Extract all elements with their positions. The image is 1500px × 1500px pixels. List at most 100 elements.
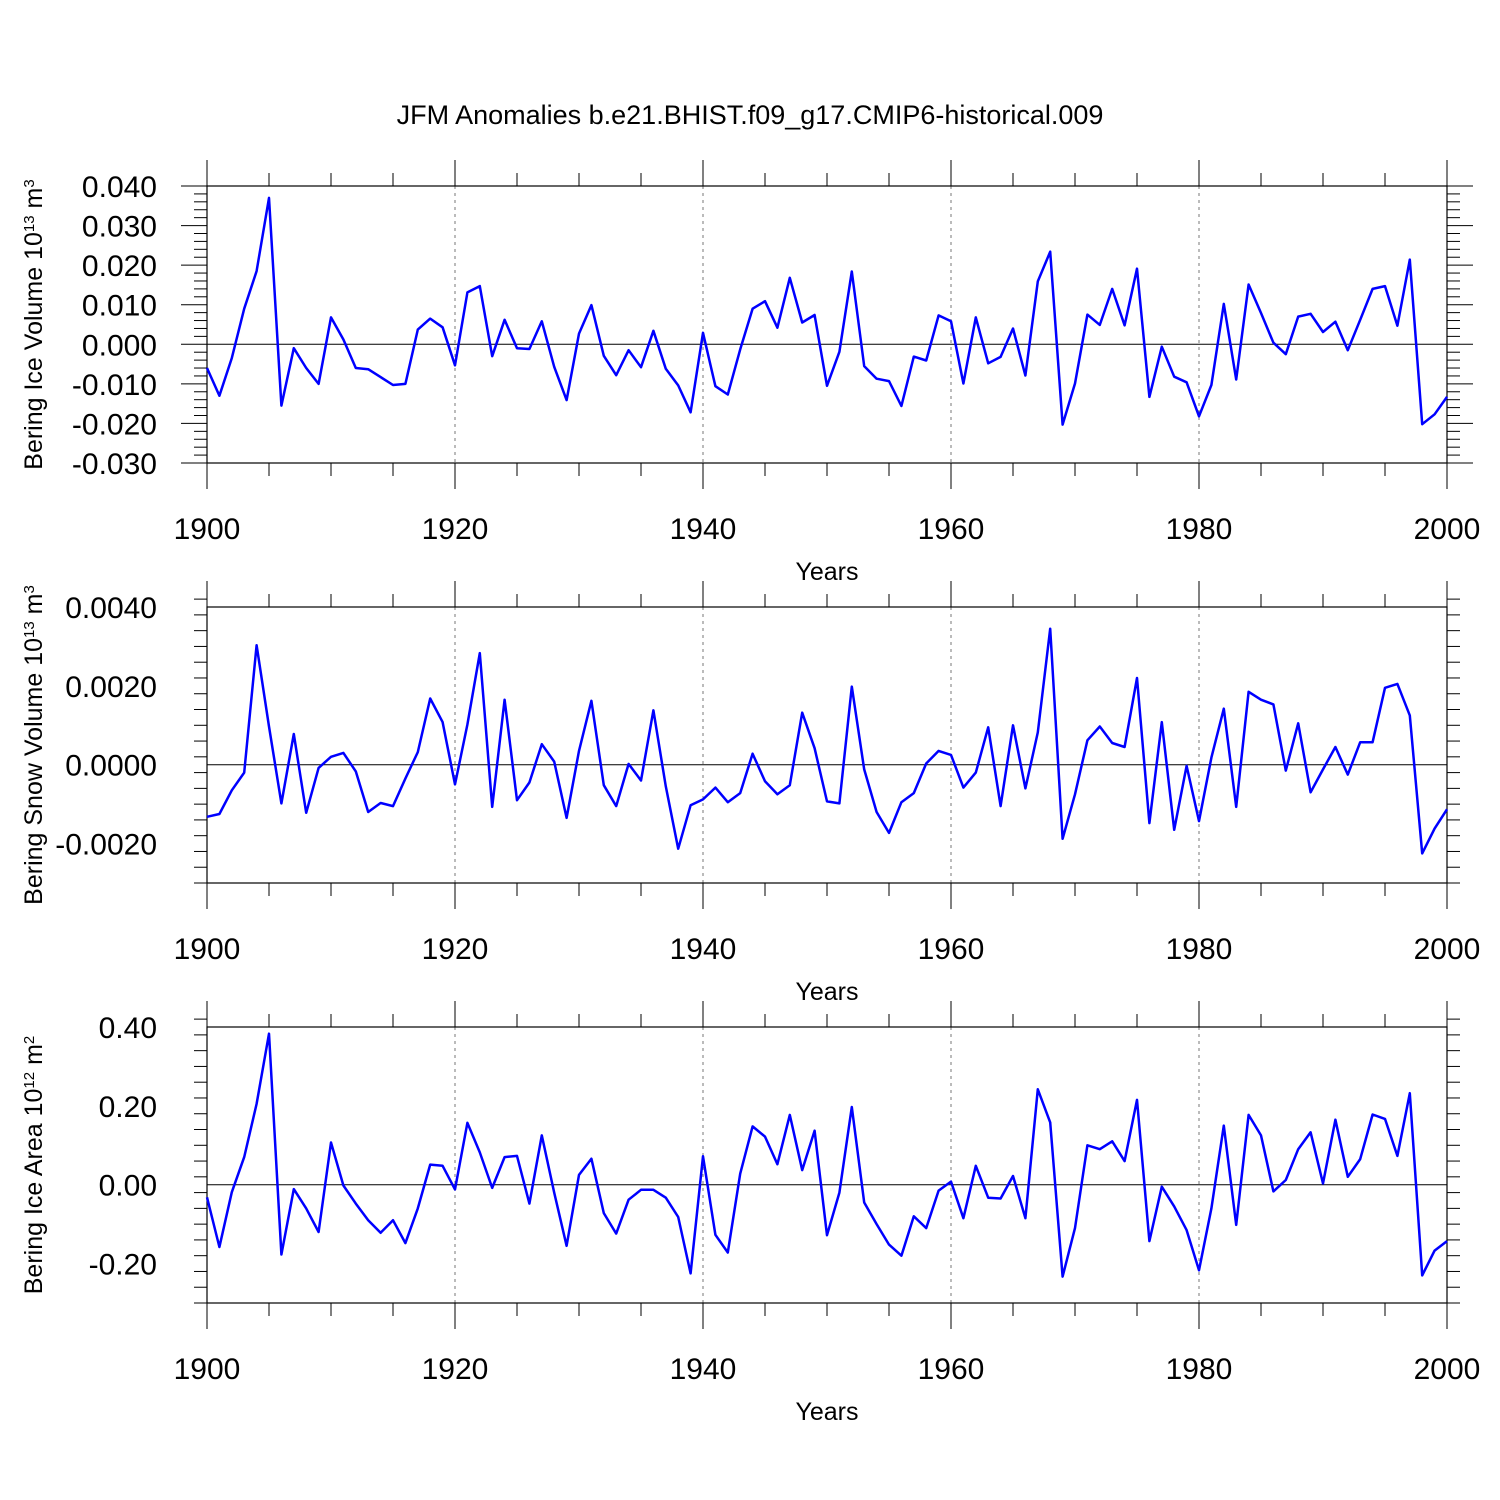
data-point: [751, 307, 753, 309]
data-point: [1198, 820, 1200, 822]
y-axis-label-text: m: [20, 594, 48, 622]
data-point: [826, 800, 828, 802]
data-point: [702, 332, 704, 334]
y-axis-label-text: m: [20, 1044, 48, 1072]
data-point: [454, 364, 456, 366]
data-point: [392, 1219, 394, 1221]
data-point: [417, 1207, 419, 1209]
data-point: [1409, 714, 1411, 716]
x-tick-label: 1960: [918, 513, 985, 546]
data-point: [565, 817, 567, 819]
data-point: [1223, 1124, 1225, 1126]
data-point: [404, 777, 406, 779]
data-point: [1409, 1092, 1411, 1094]
data-point: [1210, 1207, 1212, 1209]
data-point: [863, 768, 865, 770]
y-axis-label-text: Bering Ice Area 10: [20, 1089, 48, 1295]
data-point: [603, 1212, 605, 1214]
data-point: [937, 750, 939, 752]
data-point: [466, 1122, 468, 1124]
data-point: [913, 355, 915, 357]
data-point: [826, 385, 828, 387]
plot-frame: [206, 1026, 1448, 1304]
data-point: [330, 316, 332, 318]
data-point: [677, 1216, 679, 1218]
data-point: [714, 385, 716, 387]
data-point: [1322, 1182, 1324, 1184]
data-point: [751, 752, 753, 754]
data-point: [1260, 312, 1262, 314]
data-point: [987, 726, 989, 728]
data-point: [528, 1202, 530, 1204]
data-point: [280, 802, 282, 804]
data-point: [764, 1135, 766, 1137]
data-point: [1347, 773, 1349, 775]
data-point: [404, 1242, 406, 1244]
data-point: [1099, 1148, 1101, 1150]
x-tick-label: 1900: [174, 1353, 241, 1386]
figure-title: JFM Anomalies b.e21.BHIST.f09_g17.CMIP6-…: [397, 100, 1104, 130]
data-point: [590, 1157, 592, 1159]
data-point: [491, 806, 493, 808]
data-point: [727, 801, 729, 803]
data-point: [255, 644, 257, 646]
y-axis-label-text: m: [20, 188, 48, 216]
data-point: [739, 348, 741, 350]
data-point: [330, 1141, 332, 1143]
data-point: [1049, 627, 1051, 629]
x-tick-label: 2000: [1414, 1353, 1481, 1386]
data-point: [615, 805, 617, 807]
data-point: [541, 1134, 543, 1136]
data-point: [838, 351, 840, 353]
data-point: [888, 832, 890, 834]
data-point: [1272, 1190, 1274, 1192]
data-point: [950, 1180, 952, 1182]
data-point: [578, 1174, 580, 1176]
data-point: [1247, 691, 1249, 693]
data-point: [293, 733, 295, 735]
data-point: [764, 300, 766, 302]
data-point: [702, 798, 704, 800]
data-point: [1223, 303, 1225, 305]
data-point: [875, 378, 877, 380]
y-axis-label: Bering Ice Area 1012 m2: [20, 1036, 48, 1295]
data-point: [1285, 1179, 1287, 1181]
data-point: [652, 330, 654, 332]
y-axis-label-exponent: 13: [21, 215, 38, 232]
data-point: [1136, 677, 1138, 679]
data-point: [813, 314, 815, 316]
data-point: [1173, 829, 1175, 831]
data-point: [1322, 331, 1324, 333]
data-point: [1421, 423, 1423, 425]
data-point: [243, 771, 245, 773]
y-tick-label: 0.40: [99, 1012, 157, 1045]
y-tick-label: 0.010: [82, 290, 157, 323]
data-point: [739, 792, 741, 794]
data-point: [367, 1219, 369, 1221]
data-point: [578, 332, 580, 334]
data-point: [689, 804, 691, 806]
data-point: [851, 685, 853, 687]
data-point: [975, 316, 977, 318]
data-point: [1272, 342, 1274, 344]
data-point: [751, 1125, 753, 1127]
data-point: [429, 1163, 431, 1165]
data-point: [962, 786, 964, 788]
data-point: [1297, 722, 1299, 724]
data-point: [603, 355, 605, 357]
data-point: [875, 1223, 877, 1225]
x-tick-label: 1940: [670, 933, 737, 966]
x-axis-label: Years: [795, 558, 858, 586]
data-point: [1024, 787, 1026, 789]
data-point: [1185, 765, 1187, 767]
data-point: [1074, 1227, 1076, 1229]
data-point: [255, 1103, 257, 1105]
data-point: [355, 1202, 357, 1204]
data-point: [1272, 703, 1274, 705]
data-point: [1384, 1118, 1386, 1120]
data-point: [627, 349, 629, 351]
panel-snow-volume: 0.0040 0.0020 0.0000 -0.0020 1900 1920 1940 196…: [20, 581, 1480, 1006]
data-point: [590, 700, 592, 702]
data-point: [739, 1172, 741, 1174]
y-tick-label: -0.020: [72, 408, 157, 441]
